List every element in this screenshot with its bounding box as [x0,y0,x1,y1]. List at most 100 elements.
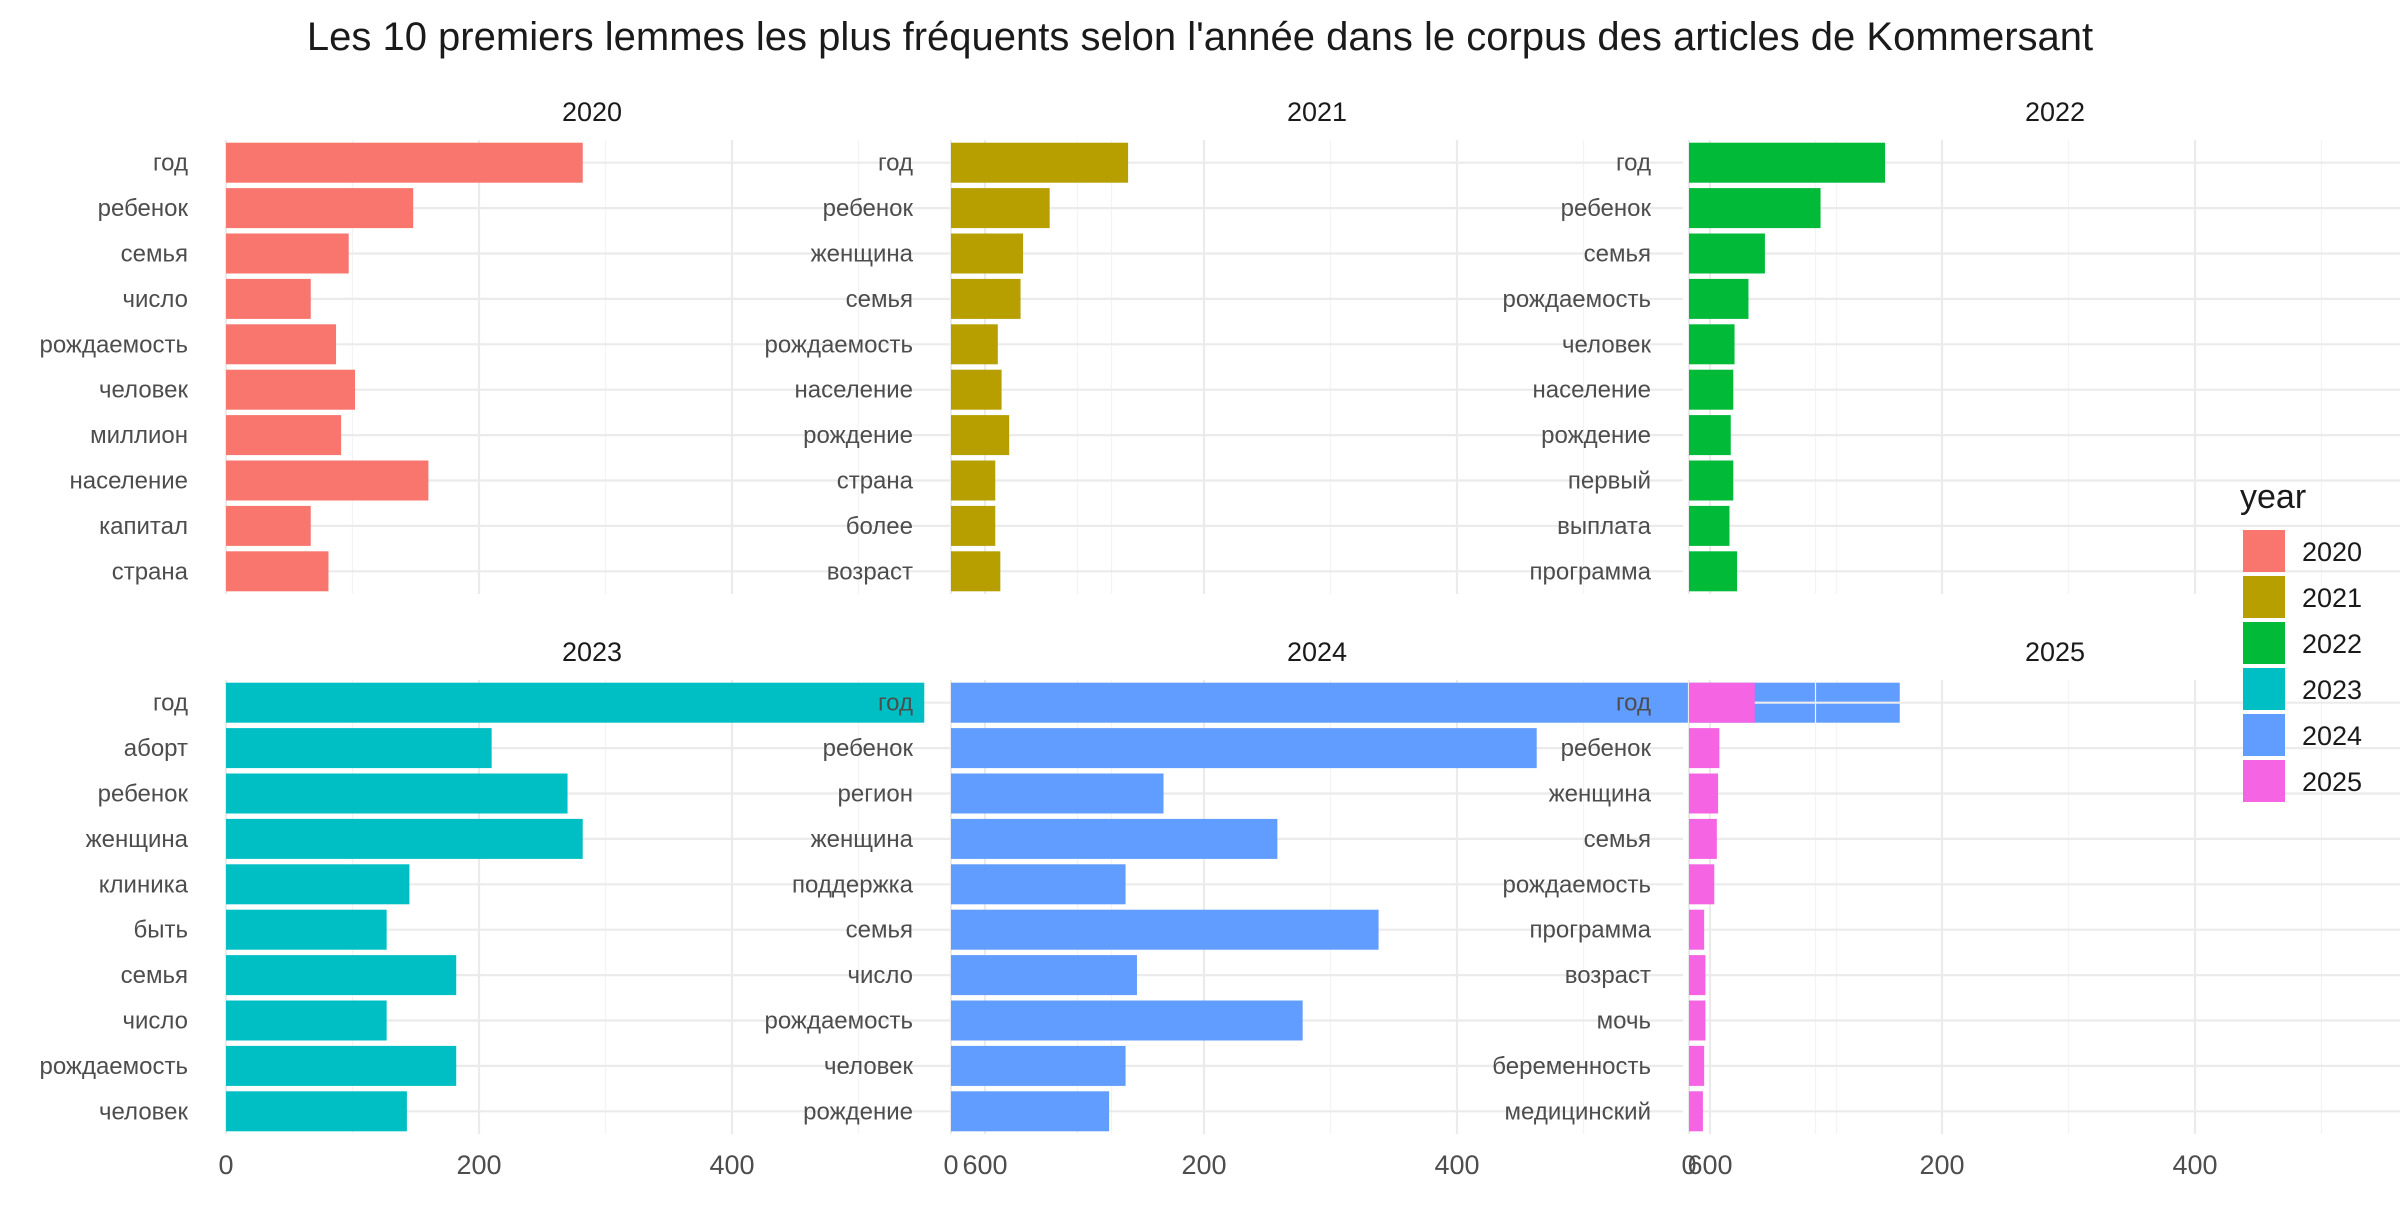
y-tick-label: быть [134,917,189,944]
legend-label: 2021 [2302,583,2362,613]
y-tick-label: человек [824,1053,914,1080]
x-tick-label: 600 [1687,1150,1732,1180]
bar [1689,505,1730,546]
y-tick-label: семья [846,286,913,313]
y-tick-label: рождение [803,422,913,449]
y-tick-label: женщина [811,826,914,853]
bar [951,909,1379,950]
bar [951,728,1537,769]
y-tick-label: число [122,286,188,313]
bar [226,1045,457,1086]
y-tick-label: поддержка [792,871,914,898]
bar [1689,1045,1705,1086]
bar [951,818,1278,859]
y-tick-label: ребенок [98,781,189,808]
y-tick-label: ребенок [1561,735,1652,762]
panel-title: 2024 [1287,637,1347,667]
chart-title: Les 10 premiers lemmes les plus fréquent… [307,15,2093,59]
bar [226,278,311,319]
x-tick-label: 0 [943,1150,958,1180]
y-tick-label: рождаемость [764,1008,913,1035]
bar [226,551,329,592]
y-tick-label: ребенок [823,735,914,762]
panel-2022: 2022 год ребенок семья рождаемость человек нас… [1502,97,2400,594]
y-tick-label: регион [838,781,913,808]
y-tick-label: мочь [1597,1008,1651,1035]
bar [226,505,311,546]
bar [1689,369,1734,410]
legend-swatch [2243,760,2285,802]
bar [951,278,1021,319]
bar [951,1091,1110,1132]
y-tick-label: рождаемость [39,331,188,358]
bar [951,460,996,501]
bar [226,188,414,229]
legend-label: 2023 [2302,675,2362,705]
bar [226,682,925,723]
y-tick-label: семья [846,917,913,944]
panel-title: 2022 [2025,97,2085,127]
bar [1689,955,1706,996]
bar [1689,909,1705,950]
bar [226,909,387,950]
bar [226,415,342,456]
bar [951,1045,1126,1086]
bar [951,1000,1303,1041]
x-tick-label: 200 [1919,1150,1964,1180]
bar [1689,142,1886,183]
bar [1689,818,1717,859]
legend-swatch [2243,530,2285,572]
legend-label: 2020 [2302,537,2362,567]
bar [226,1000,387,1041]
y-tick-label: семья [1584,241,1651,268]
x-tick-label: 0 [1681,1150,1696,1180]
y-tick-label: ребенок [98,195,189,222]
bar [951,415,1010,456]
bar [1689,324,1735,365]
legend-label: 2024 [2302,721,2362,751]
y-tick-label: население [1532,377,1651,404]
bar [1689,188,1821,229]
y-tick-label: год [878,690,913,717]
panel-title: 2020 [562,97,622,127]
bar [1689,864,1715,905]
y-tick-label: страна [112,558,189,585]
legend-swatch [2243,668,2285,710]
bar [226,142,583,183]
y-tick-label: население [69,468,188,495]
panel-title: 2021 [1287,97,1347,127]
y-tick-label: год [1616,690,1651,717]
x-tick-label: 0 [218,1150,233,1180]
y-tick-label: семья [121,241,188,268]
y-tick-label: рождение [803,1098,913,1125]
bar [951,864,1126,905]
y-tick-label: возраст [827,558,913,585]
y-tick-label: рождаемость [39,1053,188,1080]
y-tick-label: миллион [90,422,188,449]
y-tick-label: женщина [1549,781,1652,808]
legend-label: 2022 [2302,629,2362,659]
bar [1689,460,1734,501]
bar [951,188,1050,229]
bar [951,233,1024,274]
y-tick-label: рождение [1541,422,1651,449]
y-tick-label: более [846,513,913,540]
legend: year 2020 2021 2022 2023 2024 2025 [2240,478,2362,802]
bar [951,505,996,546]
y-tick-label: население [794,377,913,404]
bar [226,728,492,769]
y-tick-label: выплата [1557,513,1652,540]
y-tick-label: рождаемость [1502,871,1651,898]
x-tick-label: 400 [1434,1150,1479,1180]
y-tick-label: клиника [99,871,189,898]
bar [226,955,457,996]
bar [951,324,998,365]
y-tick-label: семья [121,962,188,989]
x-tick-label: 400 [709,1150,754,1180]
x-tick-label: 400 [2172,1150,2217,1180]
y-tick-label: программа [1530,917,1652,944]
y-tick-label: человек [99,1098,189,1125]
panel-title: 2023 [562,637,622,667]
